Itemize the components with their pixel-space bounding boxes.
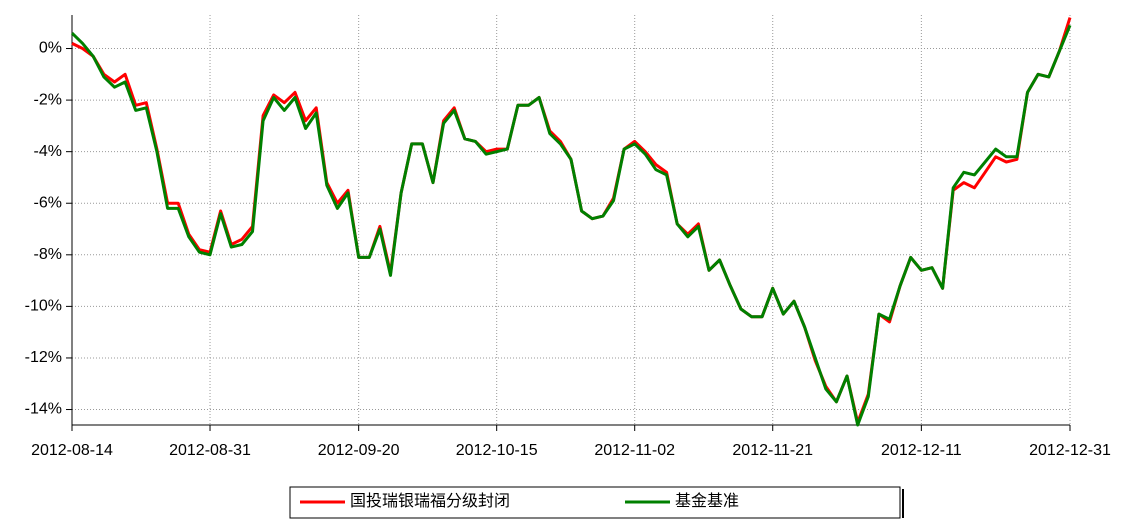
x-tick-label: 2012-12-11 — [881, 442, 962, 459]
legend-box — [289, 486, 901, 519]
y-tick-label: -12% — [25, 349, 62, 366]
x-tick-label: 2012-08-31 — [169, 442, 251, 459]
y-tick-label: -4% — [34, 143, 62, 160]
legend-label: 国投瑞银瑞福分级封闭 — [350, 492, 510, 510]
y-tick-label: -10% — [25, 298, 62, 315]
y-tick-label: 0% — [39, 40, 62, 57]
y-tick-label: -14% — [25, 401, 62, 418]
series-line — [70, 24, 1072, 427]
legend-label: 基金基准 — [675, 492, 739, 510]
x-tick-label: 2012-11-02 — [594, 442, 675, 459]
x-tick-label: 2012-10-15 — [456, 442, 538, 459]
y-tick-label: -2% — [34, 91, 62, 108]
y-tick-label: -8% — [34, 246, 62, 263]
x-tick-label: 2012-12-31 — [1029, 442, 1111, 459]
x-tick-label: 2012-08-14 — [31, 442, 113, 459]
y-tick-label: -6% — [34, 194, 62, 211]
x-tick-label: 2012-09-20 — [318, 442, 400, 459]
x-tick-label: 2012-11-21 — [732, 442, 813, 459]
